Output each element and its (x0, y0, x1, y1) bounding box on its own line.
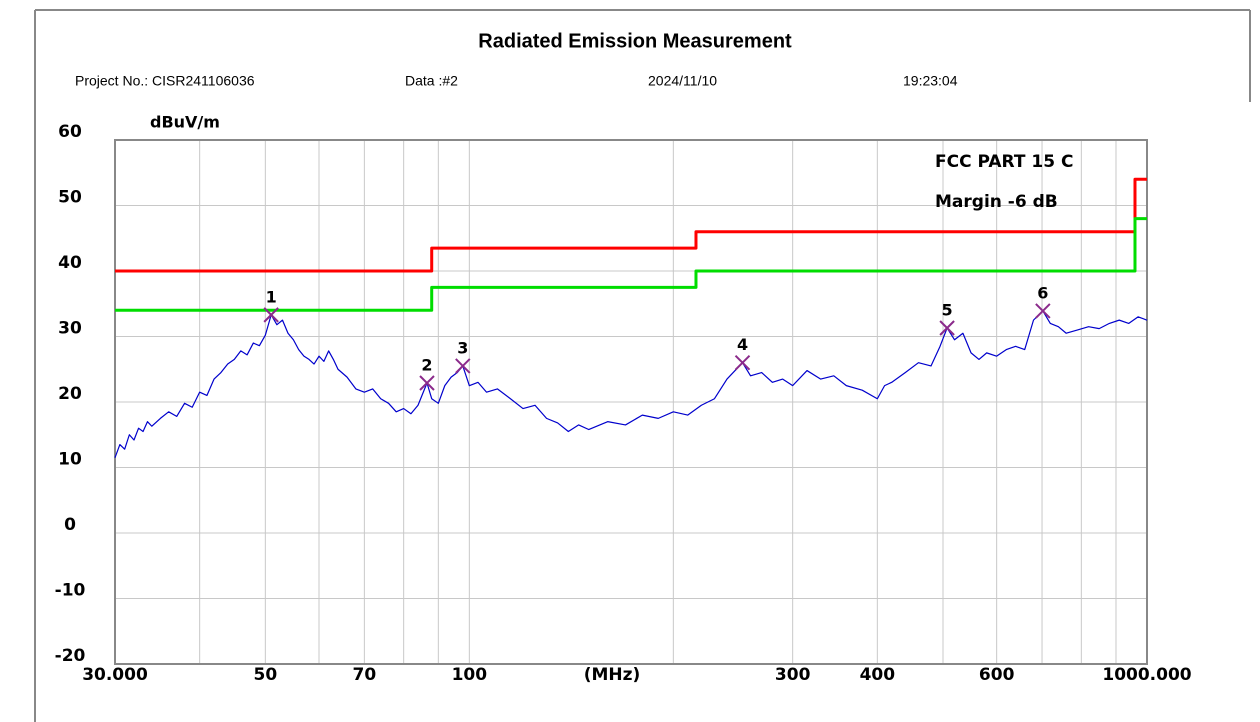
legend-entry: FCC PART 15 C (935, 152, 1073, 172)
y-tick-label: 20 (58, 384, 82, 404)
time: 19:23:04 (903, 73, 958, 89)
marker-label: 3 (457, 338, 468, 357)
limit-line (115, 217, 1147, 312)
y-axis-label: dBuV/m (150, 113, 220, 132)
x-tick-label: 30.000 (82, 665, 148, 685)
y-tick-label: -10 (55, 581, 86, 601)
x-axis-label: (MHz) (584, 665, 641, 685)
y-tick-label: -20 (55, 646, 86, 666)
marker-stroke (939, 320, 955, 336)
marker (734, 354, 751, 371)
marker-label: 2 (421, 356, 432, 375)
marker-label: 1 (266, 287, 277, 306)
marker-stroke (263, 307, 279, 323)
marker-stroke (1035, 303, 1051, 319)
marker-label: 6 (1037, 283, 1048, 302)
plot: -20 -10 0 10 20 30 40 50 60 30.000 50 70 100 300 400 60… (55, 122, 1192, 685)
marker-label: 5 (942, 300, 953, 319)
marker (419, 375, 435, 391)
y-tick-label: 50 (58, 188, 82, 208)
date: 2024/11/10 (648, 73, 717, 89)
y-tick-label: 10 (58, 450, 82, 470)
y-tick-label: 40 (58, 253, 82, 273)
x-tick-label: 600 (979, 665, 1015, 685)
marker (263, 307, 279, 323)
legend-entry: Margin -6 dB (935, 192, 1058, 212)
x-tick-label: 70 (353, 665, 377, 685)
marker-stroke (734, 354, 751, 371)
y-tick-label: 30 (58, 319, 82, 339)
marker-label: 4 (737, 335, 748, 354)
x-tick-label: 100 (452, 665, 488, 685)
y-tick-label: 60 (58, 122, 82, 142)
project-no: Project No.: CISR241106036 (75, 73, 255, 89)
x-tick-label: 300 (775, 665, 811, 685)
plot-frame (114, 139, 1148, 665)
marker (1035, 303, 1051, 319)
x-tick-label: 1000.000 (1102, 665, 1191, 685)
marker-stroke (419, 375, 435, 391)
trace-line (114, 310, 1148, 458)
marker-stroke (455, 358, 471, 374)
marker (455, 358, 471, 374)
title: Radiated Emission Measurement (478, 30, 792, 52)
marker (939, 320, 955, 336)
data-no: Data :#2 (405, 73, 458, 89)
y-tick-label: 0 (64, 515, 76, 535)
x-tick-label: 50 (254, 665, 278, 685)
x-tick-label: 400 (860, 665, 896, 685)
limit-line (115, 177, 1147, 273)
